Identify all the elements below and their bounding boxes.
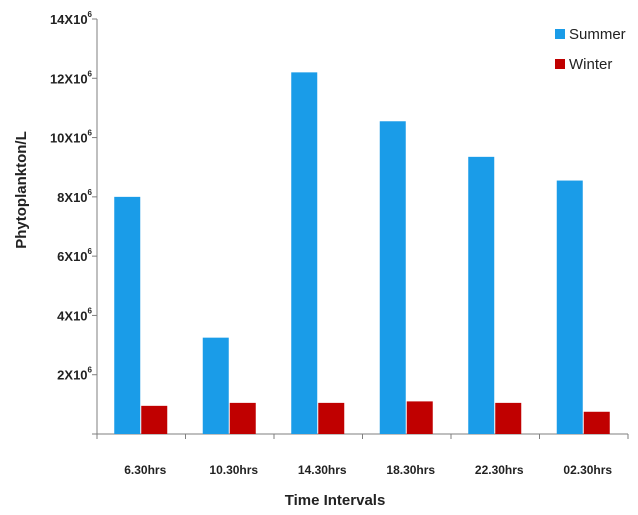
y-tick-label: 10X106 xyxy=(50,129,93,146)
bar-winter xyxy=(495,402,522,434)
legend-swatch-winter xyxy=(555,59,565,69)
bar-winter xyxy=(318,402,345,434)
bar-winter xyxy=(141,405,168,434)
bar-summer xyxy=(291,72,318,434)
bar-summer xyxy=(556,180,583,434)
bar-winter xyxy=(229,402,256,434)
x-tick-label: 14.30hrs xyxy=(298,463,347,477)
y-tick-label: 8X106 xyxy=(57,188,92,205)
x-axis: 6.30hrs 10.30hrs 14.30hrs 18.30hrs 22.30hrs 0… xyxy=(96,433,629,477)
x-tick-label: 10.30hrs xyxy=(209,463,258,477)
y-tick-label: 2X106 xyxy=(57,366,92,383)
x-tick-label: 22.30hrs xyxy=(475,463,524,477)
bar-summer xyxy=(468,156,495,434)
bars xyxy=(114,72,610,435)
x-tick-label: 6.30hrs xyxy=(124,463,166,477)
y-tick-label: 6X106 xyxy=(57,247,92,264)
legend-label-winter: Winter xyxy=(569,56,612,73)
legend-label-summer: Summer xyxy=(569,26,626,43)
legend: Summer Winter xyxy=(555,26,626,73)
x-tick-label: 02.30hrs xyxy=(563,463,612,477)
bar-winter xyxy=(583,411,610,434)
bar-winter xyxy=(406,401,433,434)
x-tick-label: 18.30hrs xyxy=(386,463,435,477)
bar-summer xyxy=(202,337,229,434)
y-axis-title: Phytoplankton/L xyxy=(13,131,30,249)
y-tick-label: 14X106 xyxy=(50,10,93,27)
bar-summer xyxy=(114,196,141,434)
y-axis: 2X106 4X106 6X106 8X106 10X106 12X106 14X106 xyxy=(50,10,98,435)
legend-swatch-summer xyxy=(555,29,565,39)
y-tick-label: 12X106 xyxy=(50,69,93,86)
bar-summer xyxy=(379,121,406,435)
y-tick-label: 4X106 xyxy=(57,306,92,323)
x-axis-title: Time Intervals xyxy=(285,492,386,509)
